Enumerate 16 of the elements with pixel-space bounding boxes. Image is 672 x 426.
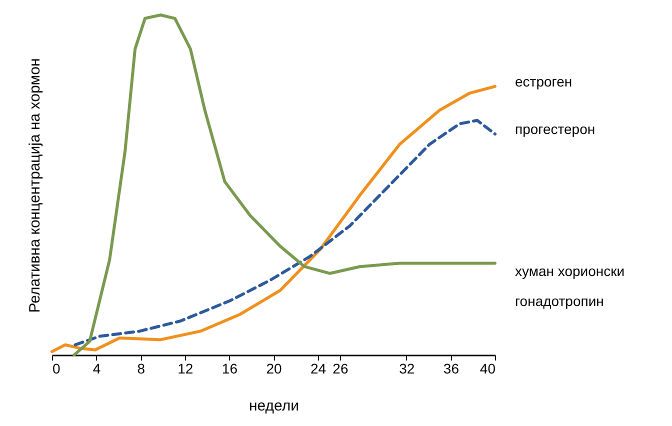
x-tick-label: 26 [332, 360, 348, 376]
y-axis-title: Релативна концентрација на хормон [26, 58, 44, 313]
x-tick-label: 12 [178, 360, 194, 376]
x-tick-label: 36 [443, 360, 460, 376]
x-tick-label: 24 [310, 360, 326, 376]
x-tick-label: 0 [52, 360, 60, 376]
x-tick-label: 8 [137, 360, 146, 376]
x-axis-title: недели [248, 398, 300, 414]
x-tick-label: 20 [266, 360, 282, 376]
x-tick-label: 40 [480, 360, 496, 376]
series-label: хуман хорионски гонадотропин [515, 263, 625, 310]
series-label: естроген [515, 73, 572, 90]
x-tick-label: 16 [222, 360, 238, 376]
x-tick-label: 32 [399, 360, 415, 376]
x-tick-label: 4 [92, 360, 101, 376]
series-label: прогестерон [515, 121, 596, 137]
